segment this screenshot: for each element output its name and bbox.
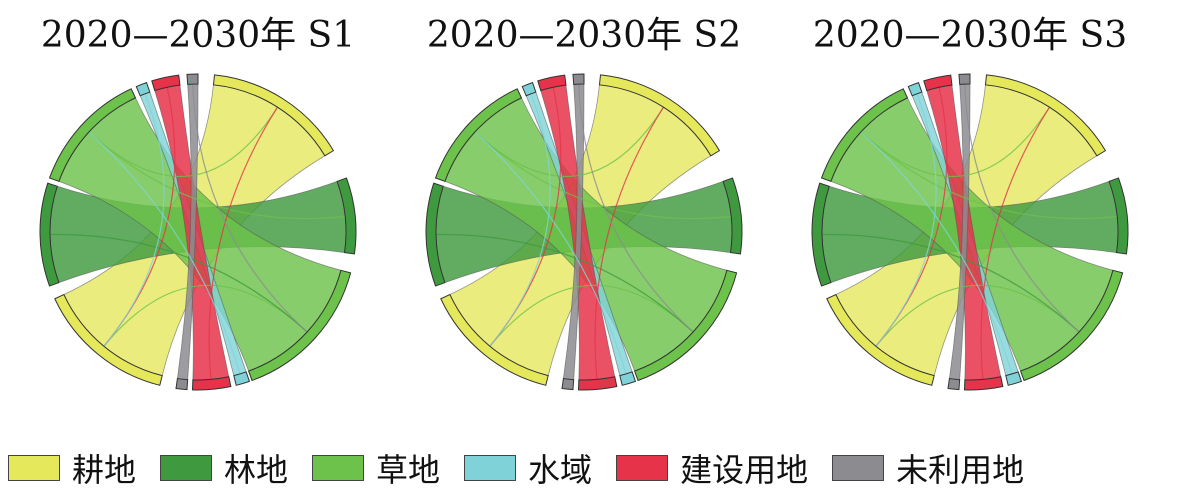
legend-label: 未利用地 bbox=[896, 451, 1025, 489]
chord-arc-grassland bbox=[1019, 269, 1124, 382]
legend-swatch bbox=[8, 455, 60, 481]
chord-arc-water bbox=[135, 81, 151, 97]
chord-arc-grassland bbox=[633, 269, 738, 382]
legend-item-water: 水域 bbox=[464, 445, 592, 491]
chord-arc-cropland bbox=[440, 293, 549, 386]
legend-label: 草地 bbox=[376, 451, 441, 489]
chord-arc-forest bbox=[39, 182, 60, 287]
legend-item-construction: 建设用地 bbox=[616, 445, 808, 491]
chord-arc-construction bbox=[923, 74, 953, 92]
chord-arc-unused bbox=[561, 377, 575, 391]
chord-arc-water bbox=[521, 81, 537, 97]
chord-arc-unused bbox=[186, 73, 199, 85]
chord-arc-grassland bbox=[48, 88, 137, 183]
chord-link bbox=[474, 106, 665, 177]
legend-swatch bbox=[160, 455, 213, 481]
chord-arc-cropland bbox=[598, 74, 721, 157]
panel-title: 2020—2030年 S1 bbox=[40, 15, 356, 56]
chord-arc-unused bbox=[175, 377, 189, 391]
chord-link bbox=[474, 131, 732, 220]
chord-arc-cropland bbox=[984, 74, 1107, 157]
chord-arc-construction bbox=[191, 376, 232, 391]
chord-link bbox=[103, 284, 308, 347]
chord-arc-grassland bbox=[434, 88, 523, 183]
chord-arc-water bbox=[907, 81, 923, 97]
chord-arc-unused bbox=[958, 73, 971, 85]
legend-label: 水域 bbox=[528, 451, 593, 489]
legend-item-forest: 林地 bbox=[160, 445, 288, 491]
chord-link bbox=[980, 106, 1051, 380]
chord-arc-forest bbox=[336, 177, 357, 255]
chord-arc-unused bbox=[947, 377, 961, 391]
chord-link bbox=[103, 93, 165, 347]
panel-s2: 2020—2030年 S2 bbox=[394, 0, 774, 420]
chord-link bbox=[474, 131, 627, 375]
chord-link bbox=[875, 284, 1080, 347]
chord-arc-grassland bbox=[247, 269, 352, 382]
panel-title: 2020—2030年 S2 bbox=[426, 15, 742, 56]
chord-arc-cropland bbox=[54, 293, 163, 386]
legend: 耕地 林地 草地 水域 建设用地 未利用地 bbox=[8, 446, 1048, 490]
chord-link bbox=[50, 233, 308, 333]
legend-swatch bbox=[464, 455, 517, 481]
chord-link bbox=[436, 233, 694, 333]
chord-arc-forest bbox=[425, 182, 446, 287]
chord-link bbox=[822, 233, 1080, 333]
legend-swatch bbox=[312, 455, 365, 481]
chord-arc-forest bbox=[811, 182, 832, 287]
legend-label: 林地 bbox=[224, 451, 289, 489]
chord-link bbox=[489, 284, 694, 347]
chord-link bbox=[208, 106, 279, 380]
chord-link bbox=[192, 84, 308, 333]
chord-arc-grassland bbox=[820, 88, 909, 183]
chord-arc-cropland bbox=[826, 293, 935, 386]
legend-item-unused: 未利用地 bbox=[832, 445, 1024, 491]
chord-link bbox=[875, 93, 937, 347]
legend-item-grassland: 草地 bbox=[312, 445, 440, 491]
chord-arc-forest bbox=[722, 177, 743, 255]
chord-link bbox=[88, 131, 346, 220]
chord-diagram bbox=[39, 73, 357, 391]
legend-label: 建设用地 bbox=[680, 451, 809, 489]
chord-diagram bbox=[425, 73, 743, 391]
chord-link bbox=[594, 106, 665, 380]
chord-arc-water bbox=[1005, 371, 1023, 386]
chord-arc-construction bbox=[537, 74, 567, 92]
chord-arc-cropland bbox=[212, 74, 335, 157]
legend-swatch bbox=[616, 455, 669, 481]
chord-arc-construction bbox=[151, 74, 181, 92]
chord-link bbox=[578, 84, 694, 333]
chord-arc-water bbox=[233, 371, 251, 386]
chord-arc-unused bbox=[572, 73, 585, 85]
legend-swatch bbox=[832, 455, 885, 481]
panel-s3: 2020—2030年 S3 bbox=[780, 0, 1160, 420]
chord-link bbox=[88, 131, 241, 375]
chord-link bbox=[489, 93, 551, 347]
chord-arc-construction bbox=[963, 376, 1004, 391]
chord-link bbox=[964, 84, 1080, 333]
legend-item-cropland: 耕地 bbox=[8, 445, 136, 491]
chord-link bbox=[88, 106, 279, 177]
chord-link bbox=[860, 106, 1051, 177]
panel-s1: 2020—2030年 S1 bbox=[8, 0, 388, 420]
chord-arc-water bbox=[619, 371, 637, 386]
chord-arc-construction bbox=[577, 376, 618, 391]
panel-title: 2020—2030年 S3 bbox=[812, 15, 1128, 56]
chord-link bbox=[860, 131, 1118, 220]
legend-label: 耕地 bbox=[72, 451, 137, 489]
chord-link bbox=[860, 131, 1013, 375]
chord-arc-forest bbox=[1108, 177, 1129, 255]
chord-diagram bbox=[811, 73, 1129, 391]
